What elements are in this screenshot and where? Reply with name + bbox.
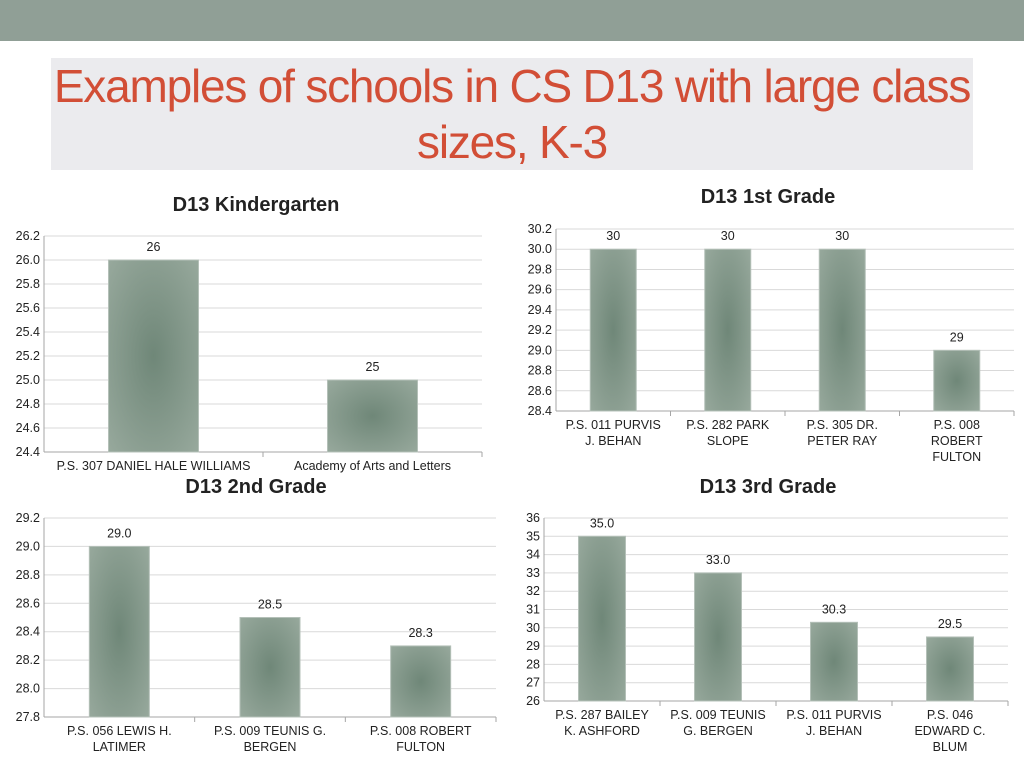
bar (108, 259, 199, 453)
data-label: 25 (366, 360, 380, 374)
chart-title: D13 Kindergarten (172, 194, 340, 216)
bar (88, 545, 150, 718)
y-tick-label: 24.4 (16, 445, 40, 459)
y-tick-label: 27 (526, 676, 540, 690)
x-category-label: P.S. 009 TEUNIS G. BERGEN (670, 708, 765, 738)
y-tick-label: 29.2 (528, 323, 552, 337)
x-category-label: Academy of Arts and Letters (294, 459, 451, 473)
data-label: 35.0 (590, 516, 614, 530)
x-category-label: P.S. 008 ROBERT FULTON (931, 418, 983, 464)
y-tick-label: 27.8 (16, 710, 40, 724)
y-tick-label: 25.6 (16, 301, 40, 315)
chart-title: D13 1st Grade (700, 186, 836, 208)
y-tick-label: 28.8 (16, 568, 40, 582)
y-tick-label: 29.4 (528, 303, 552, 317)
y-tick-label: 33 (526, 566, 540, 580)
y-tick-label: 26.0 (16, 253, 40, 267)
data-label: 29.5 (938, 617, 962, 631)
chart-svg: 28.4 28.6 28.8 29.0 29.2 29.4 29.6 29.8 30.0 30.2… (528, 222, 1015, 464)
y-tick-label: 35 (526, 529, 540, 543)
title-box (51, 58, 973, 170)
y-tick-label: 28.2 (16, 653, 40, 667)
data-label: 30 (835, 229, 849, 243)
data-label: 29 (950, 330, 964, 344)
chart-kindergarten: D13 Kindergarten 24.4 24.6 24.8 25.0 25.2 25.… (0, 190, 512, 480)
x-category-label: P.S. 009 TEUNIS G. BERGEN (214, 724, 326, 754)
data-label: 33.0 (706, 553, 730, 567)
y-tick-label: 32 (526, 584, 540, 598)
bar (818, 248, 866, 412)
chart-title: D13 2nd Grade (185, 476, 327, 498)
data-label: 30.3 (822, 602, 846, 616)
bar (390, 645, 452, 718)
y-tick-label: 24.8 (16, 397, 40, 411)
y-tick-label: 28.0 (16, 682, 40, 696)
bar (694, 572, 742, 702)
bar (933, 349, 981, 412)
y-tick-label: 29.0 (16, 539, 40, 553)
chart-svg: 24.4 24.6 24.8 25.0 25.2 25.4 25.6 25.8 26.0 26.2… (16, 229, 483, 473)
bar (810, 621, 858, 702)
x-category-label: P.S. 046 EDWARD C. BLUM (914, 708, 985, 754)
x-category-label: P.S. 011 PURVIS J. BEHAN (566, 418, 661, 448)
top-band (0, 0, 1024, 41)
data-label: 28.5 (258, 598, 282, 612)
y-tick-label: 30.0 (528, 242, 552, 256)
x-category-label: P.S. 011 PURVIS J. BEHAN (786, 708, 881, 738)
data-label: 26 (147, 240, 161, 254)
data-label: 28.3 (408, 626, 432, 640)
bar (589, 248, 637, 412)
chart-second-grade: D13 2nd Grade 27.8 28.0 28.2 28.4 28.6 28.8 29… (0, 472, 512, 768)
y-tick-label: 36 (526, 511, 540, 525)
y-tick-label: 26.2 (16, 229, 40, 243)
y-tick-label: 25.2 (16, 349, 40, 363)
y-tick-label: 26 (526, 694, 540, 708)
chart-third-grade: D13 3rd Grade 26 27 28 29 30 31 32 33 34 35 36 35.0… (512, 472, 1024, 768)
y-tick-label: 28 (526, 657, 540, 671)
y-tick-label: 25.4 (16, 325, 40, 339)
y-tick-label: 31 (526, 603, 540, 617)
data-label: 29.0 (107, 526, 131, 540)
bar (578, 535, 626, 702)
y-tick-label: 25.0 (16, 373, 40, 387)
y-tick-label: 28.6 (528, 384, 552, 398)
y-tick-label: 29.6 (528, 283, 552, 297)
y-tick-label: 29.8 (528, 262, 552, 276)
chart-svg: 26 27 28 29 30 31 32 33 34 35 36 35.0 P.S. 287 BAILE… (526, 511, 1009, 754)
y-tick-label: 29 (526, 639, 540, 653)
chart-svg: 27.8 28.0 28.2 28.4 28.6 28.8 29.0 29.2 29.0 P.S.… (16, 511, 497, 754)
bar (926, 636, 974, 702)
x-category-label: P.S. 282 PARK SLOPE (686, 418, 770, 448)
bar (327, 379, 418, 453)
y-tick-label: 30.2 (528, 222, 552, 236)
y-tick-label: 28.4 (16, 625, 40, 639)
y-tick-label: 28.4 (528, 404, 552, 418)
chart-first-grade: D13 1st Grade 28.4 28.6 28.8 29.0 29.2 29.4 29… (512, 182, 1024, 472)
y-tick-label: 34 (526, 548, 540, 562)
y-tick-label: 28.6 (16, 596, 40, 610)
bar (704, 248, 752, 412)
y-tick-label: 30 (526, 621, 540, 635)
data-label: 30 (606, 229, 620, 243)
bar (239, 617, 301, 718)
y-tick-label: 29.0 (528, 343, 552, 357)
x-category-label: P.S. 287 BAILEY K. ASHFORD (555, 708, 649, 738)
data-label: 30 (721, 229, 735, 243)
slide-title: Examples of schools in CS D13 with large… (53, 60, 972, 168)
y-tick-label: 29.2 (16, 511, 40, 525)
x-category-label: P.S. 008 ROBERT FULTON (370, 724, 472, 754)
y-tick-label: 28.8 (528, 364, 552, 378)
x-category-label: P.S. 305 DR. PETER RAY (807, 418, 878, 448)
chart-title: D13 3rd Grade (699, 476, 837, 498)
x-category-label: P.S. 307 DANIEL HALE WILLIAMS (57, 459, 251, 473)
y-tick-label: 24.6 (16, 421, 40, 435)
y-tick-label: 25.8 (16, 277, 40, 291)
x-category-label: P.S. 056 LEWIS H. LATIMER (67, 724, 172, 754)
